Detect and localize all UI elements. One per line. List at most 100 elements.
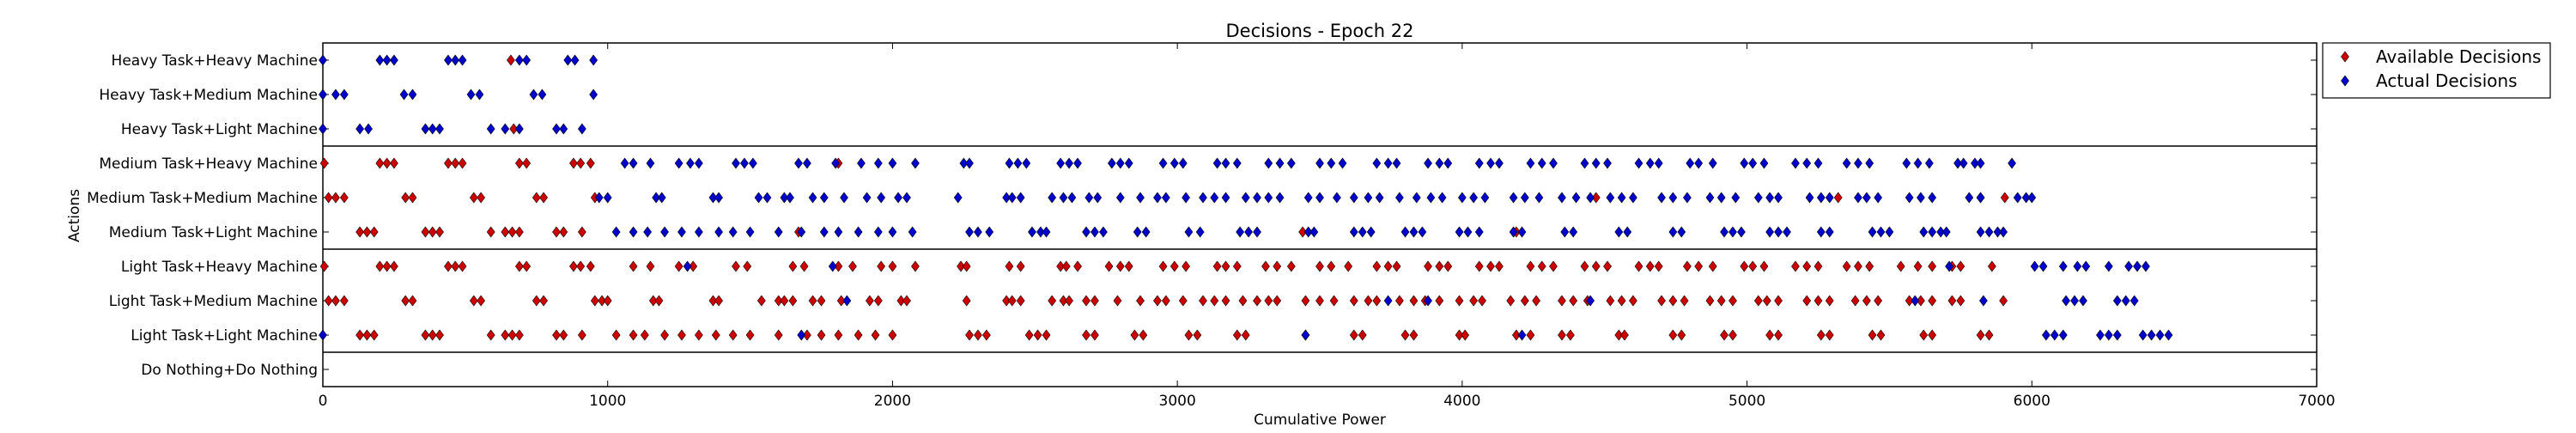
data-point (569, 260, 578, 272)
data-point (1520, 295, 1529, 307)
data-point (382, 54, 392, 66)
data-point (1805, 192, 1814, 204)
data-point (539, 295, 548, 307)
data-point (902, 192, 911, 204)
data-point (877, 192, 886, 204)
data-point (451, 54, 460, 66)
data-point (1298, 226, 1307, 238)
data-point (594, 192, 604, 204)
data-point (1865, 157, 1874, 169)
data-point (507, 54, 515, 66)
data-point (1677, 329, 1686, 341)
data-point (1210, 192, 1219, 204)
data-point (1874, 192, 1883, 204)
data-point (1825, 226, 1834, 238)
data-point (646, 260, 655, 272)
data-point (743, 260, 752, 272)
data-point (1474, 226, 1484, 238)
data-point (1463, 226, 1473, 238)
data-point (1182, 260, 1190, 272)
data-point (1509, 226, 1518, 238)
data-point (1825, 329, 1834, 341)
data-point (522, 54, 532, 66)
data-point (1716, 192, 1726, 204)
plot-frame (322, 42, 2318, 387)
data-point (834, 329, 843, 341)
data-point (694, 157, 703, 169)
data-point (408, 192, 417, 204)
data-point (629, 157, 638, 169)
data-point (1136, 192, 1145, 204)
data-point (799, 260, 809, 272)
data-point (428, 226, 437, 238)
data-point (364, 123, 373, 135)
data-point (1654, 157, 1663, 169)
data-point (319, 88, 327, 101)
data-point (834, 226, 843, 238)
data-point (1683, 260, 1692, 272)
data-point (1424, 157, 1432, 169)
data-point (1091, 226, 1099, 238)
data-point (1623, 226, 1632, 238)
data-point (911, 260, 920, 272)
data-point (1395, 192, 1404, 204)
data-point (1236, 226, 1244, 238)
data-point (1668, 192, 1678, 204)
data-point (532, 295, 541, 307)
data-point (319, 260, 329, 272)
data-point (1842, 260, 1851, 272)
data-point (652, 192, 660, 204)
data-point (754, 192, 763, 204)
data-point (2030, 260, 2039, 272)
data-point (1486, 260, 1495, 272)
data-point (1056, 260, 1066, 272)
data-point (2062, 295, 2070, 307)
y-tick-label: Light Task+Heavy Machine (121, 259, 318, 276)
data-point (563, 54, 573, 66)
data-point (1566, 329, 1575, 341)
data-point (2124, 260, 2133, 272)
data-point (362, 329, 372, 341)
data-point (1059, 295, 1068, 307)
chart-title: Decisions - Epoch 22 (1226, 21, 1414, 41)
data-point (552, 123, 561, 135)
x-tick-label: 1000 (589, 393, 626, 410)
x-tick-label: 0 (319, 393, 328, 410)
data-point (1349, 192, 1358, 204)
data-point (1919, 226, 1929, 238)
data-point (340, 192, 349, 204)
data-point (694, 226, 703, 238)
data-point (501, 123, 510, 135)
data-point (911, 157, 920, 169)
data-point (1591, 157, 1601, 169)
data-point (1161, 192, 1170, 204)
data-point (369, 329, 379, 341)
data-point (444, 157, 453, 169)
data-point (1338, 157, 1347, 169)
data-point (836, 295, 846, 307)
data-point (522, 260, 532, 272)
data-point (569, 157, 578, 169)
data-point (2027, 192, 2037, 204)
data-point (1532, 295, 1540, 307)
data-point (611, 329, 621, 341)
data-point (1876, 329, 1886, 341)
data-point (1999, 226, 2008, 238)
data-point (1854, 192, 1862, 204)
data-point (732, 260, 740, 272)
data-point (1705, 295, 1715, 307)
data-point (854, 226, 863, 238)
data-point (589, 88, 598, 101)
data-point (552, 329, 561, 341)
data-point (355, 329, 364, 341)
data-point (1657, 295, 1666, 307)
data-point (1238, 295, 1248, 307)
data-point (2133, 260, 2142, 272)
data-point (1474, 260, 1484, 272)
x-tick-label: 6000 (2014, 393, 2050, 410)
data-point (559, 329, 568, 341)
data-point (762, 192, 772, 204)
data-point (834, 260, 843, 272)
data-point (2038, 260, 2048, 272)
data-point (1221, 192, 1230, 204)
